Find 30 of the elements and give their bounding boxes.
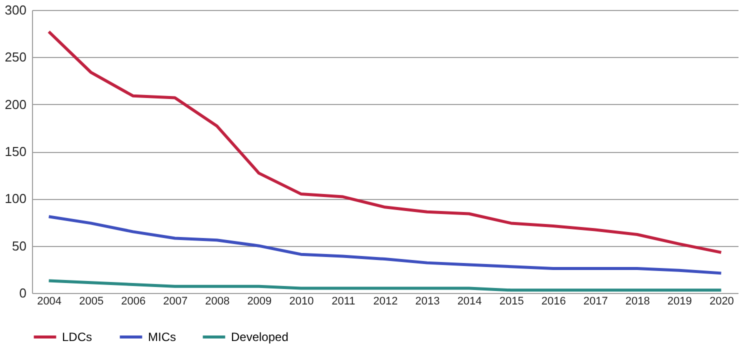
y-tick-label: 0 bbox=[19, 286, 26, 300]
x-tick-label: 2019 bbox=[667, 296, 692, 308]
x-tick-label: 2017 bbox=[583, 296, 608, 308]
x-tick-label: 2010 bbox=[289, 296, 314, 308]
x-tick-label: 2008 bbox=[205, 296, 230, 308]
x-tick-label: 2004 bbox=[37, 296, 62, 308]
y-tick-label: 100 bbox=[4, 191, 26, 206]
x-tick-label: 2005 bbox=[79, 296, 104, 308]
x-tick-label: 2007 bbox=[163, 296, 188, 308]
y-tick-label: 250 bbox=[4, 50, 26, 65]
x-tick-label: 2013 bbox=[415, 296, 440, 308]
y-tick-label: 50 bbox=[12, 238, 26, 254]
y-tick-label: 300 bbox=[4, 2, 26, 18]
x-tick-label: 2020 bbox=[709, 296, 734, 308]
y-tick-label: 150 bbox=[4, 144, 26, 159]
x-tick-label: 2016 bbox=[541, 296, 566, 308]
x-tick-label: 2012 bbox=[373, 296, 398, 308]
y-tick-label: 200 bbox=[4, 96, 26, 112]
x-tick-label: 2011 bbox=[332, 296, 356, 308]
line-series bbox=[47, 279, 723, 292]
line-series bbox=[47, 30, 723, 254]
x-tick-label: 2015 bbox=[499, 296, 524, 308]
legend-label: MICs bbox=[148, 330, 176, 344]
legend-label: Developed bbox=[231, 330, 288, 344]
x-tick-label: 2018 bbox=[625, 296, 650, 308]
line-series bbox=[47, 215, 723, 275]
x-tick-label: 2014 bbox=[457, 296, 482, 308]
x-tick-label: 2009 bbox=[247, 296, 272, 308]
legend-label: LDCs bbox=[62, 330, 92, 344]
x-tick-label: 2006 bbox=[121, 296, 146, 308]
